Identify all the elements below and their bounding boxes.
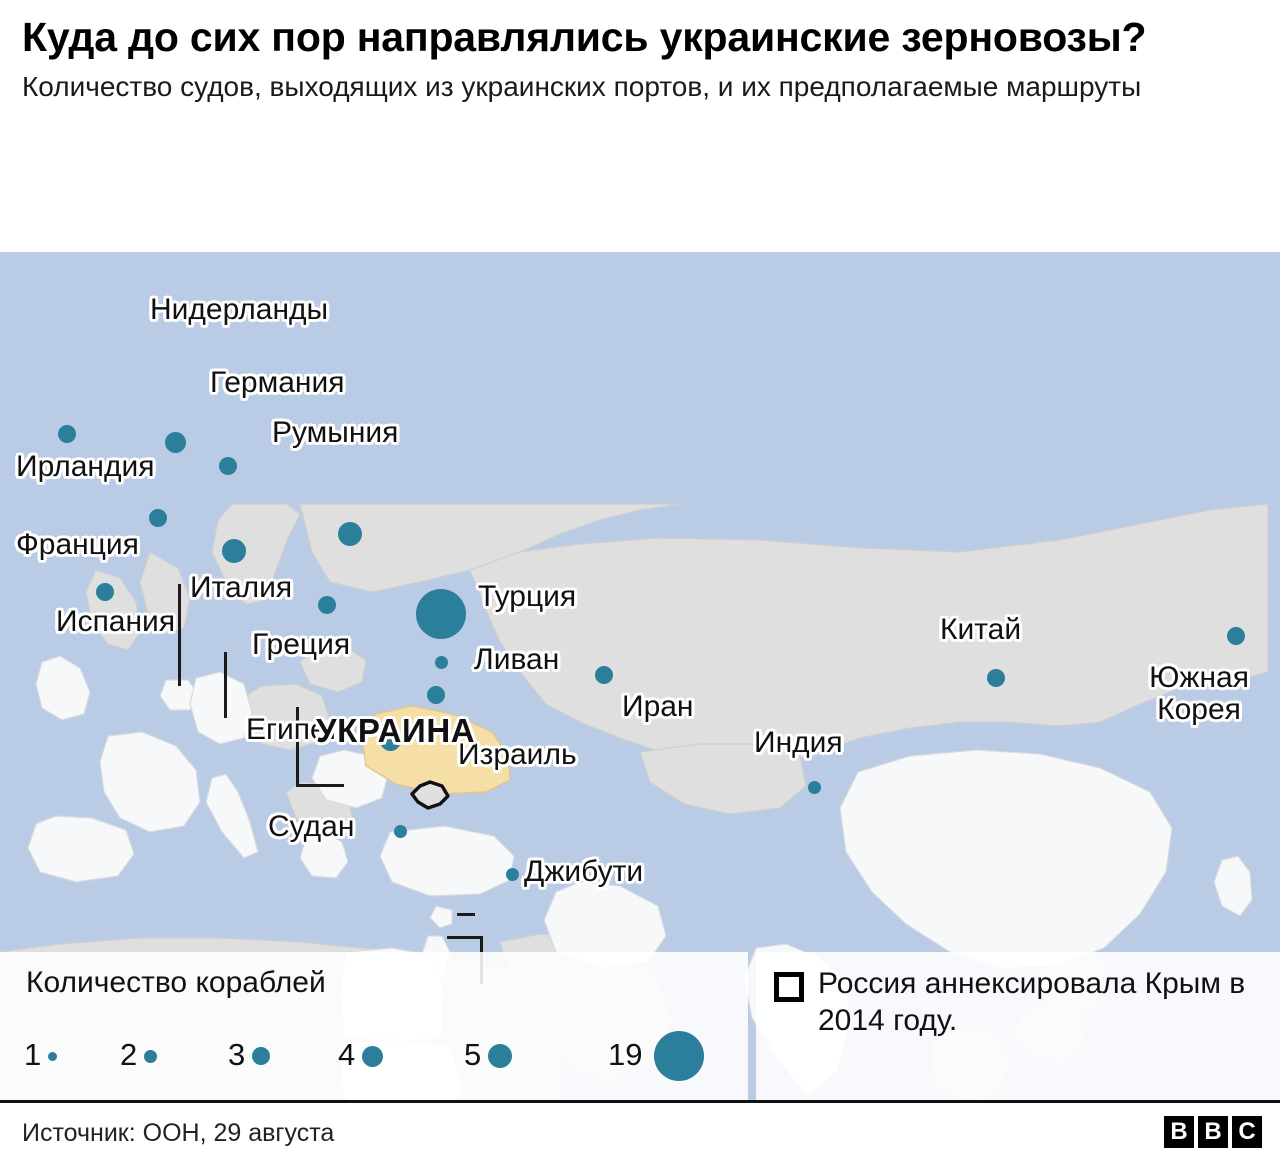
footer: Источник: ООН, 29 августа B B C — [0, 1100, 1280, 1160]
legend-scale-panel: Количество кораблей 1 2 3 4 5 19 — [0, 952, 748, 1100]
legend-scale-label: 19 — [608, 1037, 643, 1072]
map-dot — [1227, 627, 1245, 645]
legend-scale-label: 4 — [338, 1037, 356, 1072]
country-ukraine — [361, 705, 511, 795]
crimea-outline — [410, 780, 450, 810]
crimea-swatch-icon — [774, 972, 804, 1002]
country-turkey — [379, 825, 515, 897]
leader-line-romania-horizontal — [296, 784, 344, 787]
map-canvas: Нидерланды Германия Румыния Ирландия Франция… — [0, 252, 1280, 1100]
legend-crimea-panel: Россия аннексировала Крым в 2014 году. — [756, 952, 1280, 1100]
country-china — [839, 749, 1173, 969]
map-dot — [379, 729, 401, 751]
map-dot — [222, 539, 246, 563]
country-iran — [543, 881, 667, 969]
country-netherlands — [159, 679, 199, 711]
bbc-logo-letter-3: C — [1232, 1116, 1262, 1148]
country-germany — [189, 671, 253, 745]
legend-scale-dot — [48, 1051, 57, 1061]
map-dot — [393, 824, 407, 838]
map-dot — [434, 655, 448, 669]
country-greece — [299, 831, 349, 879]
leader-line-germany — [224, 652, 227, 718]
map-dot — [219, 457, 237, 475]
map-dot — [505, 867, 519, 881]
legend-scale-label: 1 — [24, 1037, 42, 1072]
source-text: Источник: ООН, 29 августа — [22, 1119, 335, 1147]
legend-scale-dot — [144, 1049, 157, 1063]
country-italy — [205, 773, 259, 859]
country-south-korea — [1213, 855, 1253, 917]
country-ireland — [35, 655, 91, 721]
page-title: Куда до сих пор направлялись украинские … — [22, 14, 1147, 60]
map-dot — [58, 425, 76, 443]
legend-scale-dot — [252, 1047, 270, 1065]
bbc-logo-letter-1: B — [1164, 1116, 1194, 1148]
legend-scale-label: 2 — [120, 1037, 138, 1072]
map-dot — [807, 780, 821, 794]
leader-line-netherlands — [178, 584, 181, 686]
legend-scale-label: 5 — [464, 1037, 482, 1072]
legend-scale-dot — [488, 1044, 512, 1068]
map-dot — [164, 431, 186, 453]
header: Куда до сих пор направлялись украинские … — [0, 0, 1280, 252]
map-dot — [96, 583, 114, 601]
map-dot — [318, 596, 336, 614]
leader-line-israel-horizontal — [447, 936, 483, 939]
legend-scale-label: 3 — [228, 1037, 246, 1072]
country-spain — [27, 815, 135, 883]
bbc-logo: B B C — [1164, 1116, 1262, 1148]
legend-title: Количество кораблей — [26, 966, 326, 999]
leader-line-lebanon — [457, 913, 475, 916]
map-dot — [595, 666, 613, 684]
leader-line-romania-vertical — [296, 707, 299, 787]
legend-scale-row: 1 2 3 4 5 19 — [24, 1014, 734, 1084]
page-subtitle: Количество судов, выходящих из украински… — [22, 71, 1142, 103]
country-france — [99, 731, 201, 833]
map-dot — [416, 589, 466, 639]
legend-scale-dot — [654, 1031, 704, 1081]
legend: Количество кораблей 1 2 3 4 5 19 Россия аннек… — [0, 952, 1280, 1100]
legend-scale-dot — [362, 1045, 383, 1067]
country-lebanon — [429, 905, 453, 929]
map-dot — [987, 669, 1005, 687]
map-dot — [338, 522, 362, 546]
map-dot — [149, 509, 167, 527]
crimea-note-text: Россия аннексировала Крым в 2014 году. — [818, 967, 1246, 1037]
map-dot — [427, 686, 445, 704]
bbc-logo-letter-2: B — [1198, 1116, 1228, 1148]
